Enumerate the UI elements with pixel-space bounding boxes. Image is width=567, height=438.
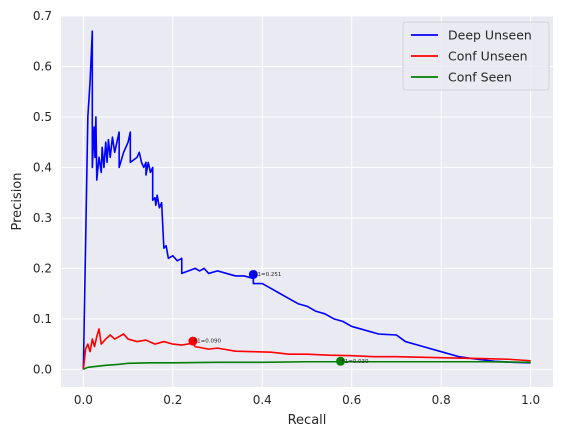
- series-layer: F1=0.251 F1=0.090 F1=0.030: [82, 30, 531, 371]
- best-f1-marker-0: [248, 269, 258, 279]
- best-f1-marker-1: [188, 336, 198, 346]
- f1-annotation-1: F1=0.090: [194, 339, 222, 345]
- x-tick-label: 0.6: [342, 393, 361, 407]
- best-f1-marker-2: [336, 356, 346, 366]
- y-tick-label: 0.0: [33, 362, 52, 376]
- series-line-1: [82, 328, 531, 370]
- legend-label-0: Deep Unseen: [448, 28, 532, 43]
- y-tick-label: 0.5: [33, 110, 52, 124]
- y-tick-label: 0.1: [33, 312, 52, 326]
- y-tick-label: 0.6: [33, 59, 52, 73]
- x-tick-label: 0.0: [74, 393, 93, 407]
- y-axis-label: Precision: [10, 172, 25, 230]
- f1-annotation-2: F1=0.030: [342, 359, 370, 365]
- x-axis-label: Recall: [288, 413, 327, 428]
- legend: Deep Unseen Conf Unseen Conf Seen: [402, 21, 550, 91]
- x-tick-label: 0.2: [163, 393, 182, 407]
- series-line-2: [83, 360, 531, 371]
- y-tick-label: 0.2: [33, 261, 52, 275]
- x-tick-label: 0.8: [432, 393, 451, 407]
- series-line-0: [82, 30, 531, 370]
- ticks: 0.0 0.2 0.4 0.6 0.8 1.0 0.0 0.1 0.2 0.3 0.4 0.5 0.6 0…: [33, 9, 540, 407]
- y-tick-label: 0.3: [33, 211, 52, 225]
- y-tick-label: 0.7: [33, 9, 52, 23]
- grid: [61, 15, 553, 387]
- legend-frame: [402, 21, 550, 91]
- x-tick-label: 1.0: [521, 393, 540, 407]
- legend-label-1: Conf Unseen: [448, 49, 528, 64]
- y-tick-label: 0.4: [33, 160, 52, 174]
- legend-label-2: Conf Seen: [448, 70, 512, 85]
- x-tick-label: 0.4: [253, 393, 272, 407]
- f1-annotation-0: F1=0.251: [254, 272, 281, 278]
